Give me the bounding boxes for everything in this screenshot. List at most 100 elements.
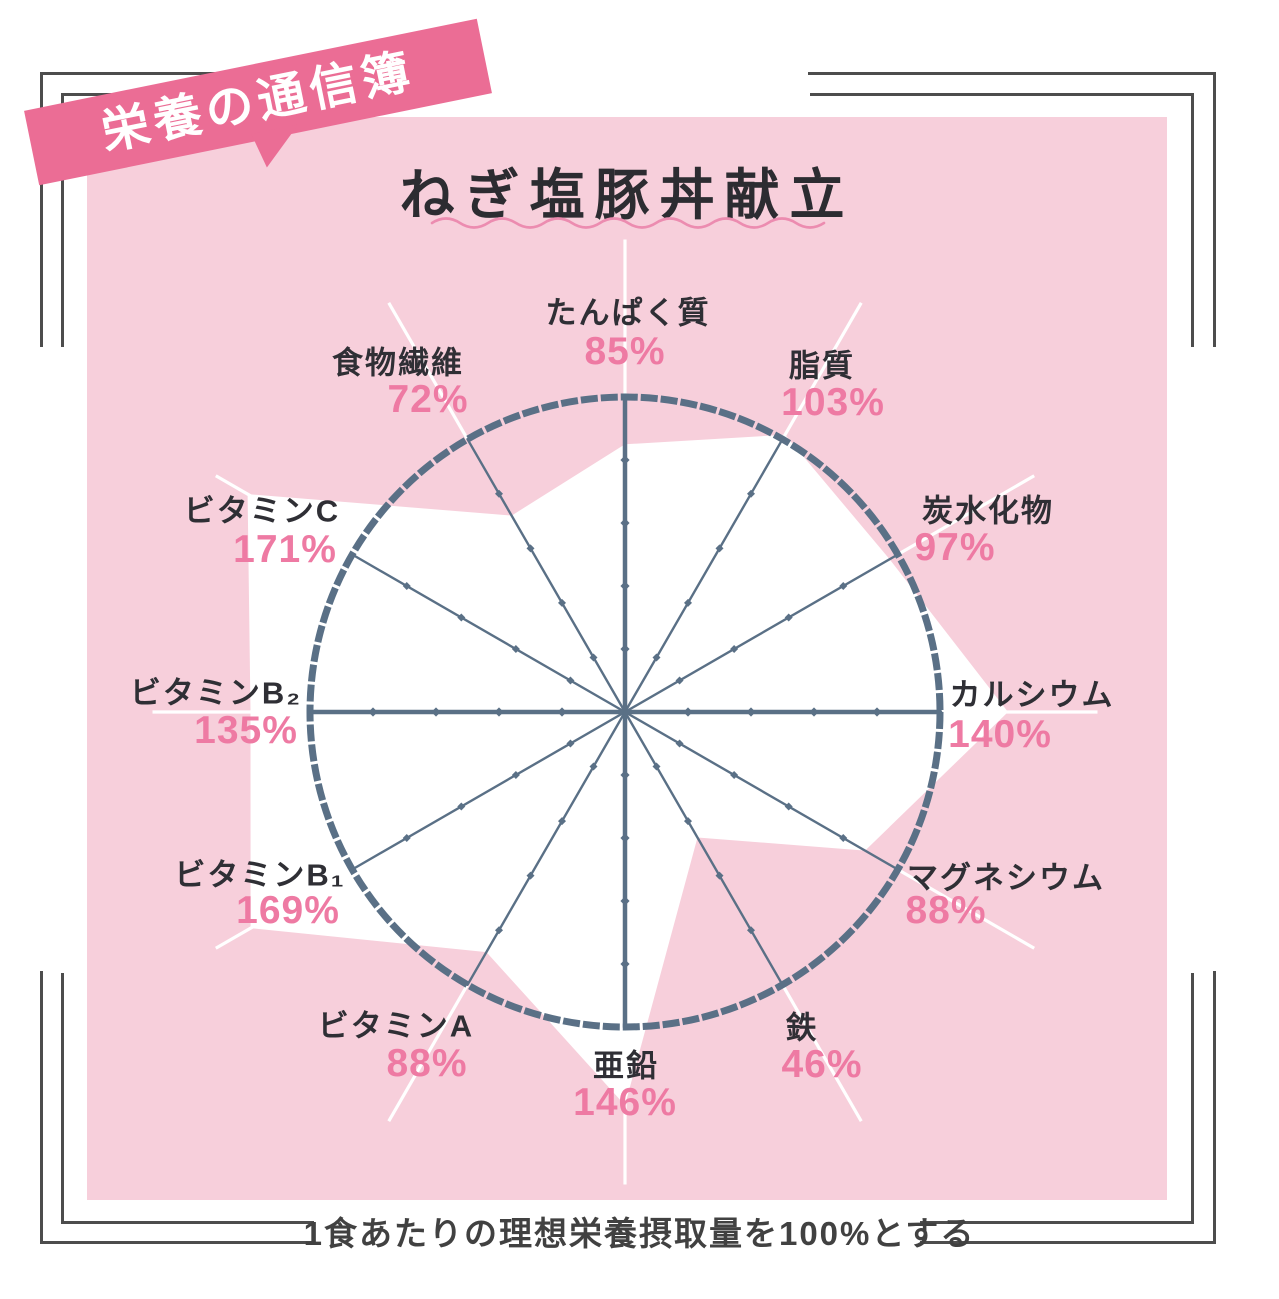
tick-diamond [809,707,819,717]
tick-diamond [558,817,566,826]
tick-diamond [730,645,739,653]
frame-corner-top-right-inner [810,93,1194,347]
axis-label: ビタミンA [317,1008,475,1044]
tick-diamond [652,762,661,771]
axis-value: 97% [914,526,996,569]
axis-value: 88% [905,889,987,932]
axis-value: 103% [781,381,885,424]
tick-diamond [494,707,504,717]
axis-value: 171% [233,528,337,571]
tick-diamond [589,653,598,662]
center-point [620,707,630,717]
tick-diamond [495,926,503,935]
tick-diamond [620,896,630,906]
frame-corner-top-right-outer [808,72,1216,347]
tick-diamond [683,707,693,717]
tick-diamond [511,771,520,779]
axis-label: マグネシウム [907,860,1105,896]
tick-diamond [620,833,630,843]
radar-data-polygon [247,434,1009,1106]
tick-diamond [839,582,848,590]
axis-value: 72% [387,378,469,421]
tick-diamond [839,834,848,842]
tick-diamond [747,926,755,935]
axis-label: 食物繊維 [332,345,464,381]
axis-value: 140% [948,713,1052,756]
axis-label: カルシウム [949,677,1115,713]
tick-diamond [511,645,520,653]
frame-corner-bottom-left-inner [61,973,314,1224]
tick-diamond [526,544,535,553]
tick-diamond [784,613,793,622]
axis-line [623,710,899,871]
axis-value: 46% [781,1043,863,1086]
tick-diamond [558,598,566,607]
axis-line [351,553,627,714]
tick-diamond [675,676,684,685]
tick-diamond [566,676,575,685]
tick-diamond [368,707,378,717]
axis-extension-line [896,868,1035,950]
axis-value: 146% [573,1081,677,1124]
tick-diamond [620,518,630,528]
axis-value: 85% [584,330,666,373]
tick-diamond [402,834,411,842]
tick-diamond [526,871,535,880]
axis-line [466,710,627,986]
axis-label: 鉄 [785,1010,819,1046]
tick-diamond [431,707,441,717]
frame-corner-bottom-left-outer [40,971,314,1244]
axis-line [623,710,784,986]
tick-diamond [620,959,630,969]
axis-line [623,553,899,714]
footnote: 1食あたりの理想栄養摂取量を100%とする [303,1215,976,1252]
tick-diamond [495,489,503,498]
tick-diamond [620,644,630,654]
tick-diamond [652,653,661,662]
axis-line [466,438,627,714]
axis-extension-line [387,302,469,441]
tick-diamond [684,598,692,607]
tick-diamond [730,771,739,779]
title-wavy-underline [430,217,826,229]
frame-corner-bottom-right-inner [920,973,1194,1224]
tick-diamond [684,817,692,826]
axis-extension-line [896,474,1035,556]
tick-diamond [457,613,466,622]
axis-label: たんぱく質 [545,295,711,331]
tick-diamond [589,762,598,771]
axis-extension-line [781,302,863,441]
axis-label: 脂質 [789,348,855,384]
axis-label: 亜鉛 [593,1048,659,1084]
tick-diamond [402,582,411,590]
axis-label: ビタミンC [183,493,341,529]
tick-diamond [566,739,575,748]
axis-label: ビタミンB₁ [174,857,346,893]
tick-diamond [747,489,755,498]
axis-extension-line [215,868,354,950]
tick-diamond [620,581,630,591]
axis-value: 169% [236,889,340,932]
axis-line [351,710,627,871]
axis-extension-line [215,474,354,556]
frame-corner-bottom-right-outer [920,971,1216,1244]
reference-ring [306,393,944,1031]
axis-line [623,438,784,714]
axis-value: 88% [386,1042,468,1085]
tick-diamond [620,770,630,780]
tick-diamond [715,544,724,553]
tick-diamond [715,871,724,880]
axis-extension-line [387,983,469,1122]
page-title: ねぎ塩豚丼献立 [399,164,855,226]
axis-value: 135% [194,709,298,752]
tick-diamond [457,802,466,811]
tick-diamond [746,707,756,717]
tick-diamond [784,802,793,811]
tick-diamond [872,707,882,717]
axis-extension-line [781,983,863,1122]
tick-diamond [620,455,630,465]
tick-diamond [557,707,567,717]
axis-label: ビタミンB₂ [129,675,303,711]
